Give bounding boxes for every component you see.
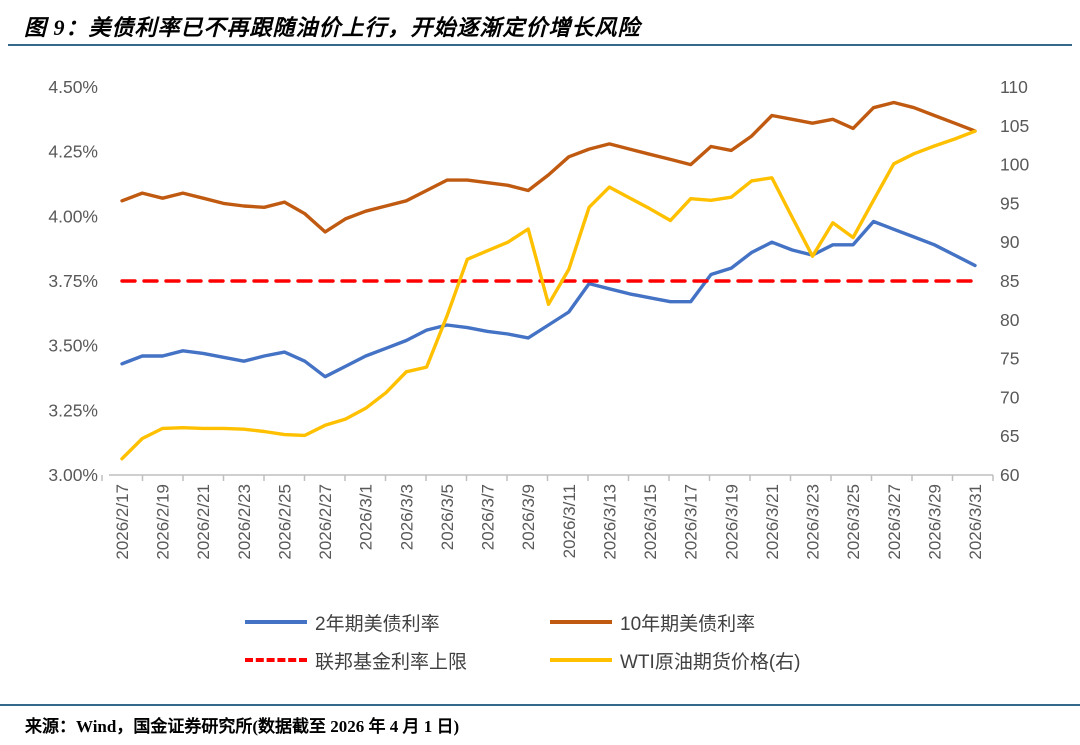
chart-legend: 2年期美债利率 10年期美债利率 联邦基金利率上限 WTI原油期货价格(右) bbox=[245, 610, 885, 673]
svg-text:2026/2/23: 2026/2/23 bbox=[235, 484, 254, 560]
svg-text:70: 70 bbox=[1000, 387, 1020, 407]
svg-text:2026/2/19: 2026/2/19 bbox=[154, 484, 173, 560]
svg-text:4.00%: 4.00% bbox=[48, 206, 98, 226]
legend-label-10y: 10年期美债利率 bbox=[620, 613, 756, 635]
svg-text:2026/3/31: 2026/3/31 bbox=[966, 484, 985, 560]
svg-text:2026/3/21: 2026/3/21 bbox=[763, 484, 782, 560]
svg-text:3.75%: 3.75% bbox=[48, 271, 98, 291]
svg-text:2026/3/7: 2026/3/7 bbox=[479, 484, 498, 550]
svg-text:4.50%: 4.50% bbox=[48, 77, 98, 97]
svg-text:2026/3/29: 2026/3/29 bbox=[925, 484, 944, 560]
svg-text:80: 80 bbox=[1000, 310, 1020, 330]
svg-text:2026/3/15: 2026/3/15 bbox=[641, 484, 660, 560]
legend-item-wti: WTI原油期货价格(右) bbox=[550, 648, 885, 673]
svg-text:85: 85 bbox=[1000, 271, 1019, 291]
svg-text:2026/3/5: 2026/3/5 bbox=[438, 484, 457, 550]
svg-text:3.50%: 3.50% bbox=[48, 336, 98, 356]
svg-text:4.25%: 4.25% bbox=[48, 142, 98, 162]
svg-text:2026/3/19: 2026/3/19 bbox=[722, 484, 741, 560]
svg-text:95: 95 bbox=[1000, 193, 1019, 213]
legend-item-10y: 10年期美债利率 bbox=[550, 610, 885, 635]
svg-text:100: 100 bbox=[1000, 155, 1029, 175]
legend-label-2y: 2年期美债利率 bbox=[315, 613, 440, 635]
svg-text:90: 90 bbox=[1000, 232, 1020, 252]
svg-text:2026/2/25: 2026/2/25 bbox=[275, 484, 294, 560]
svg-text:2026/3/3: 2026/3/3 bbox=[397, 484, 416, 550]
svg-text:3.00%: 3.00% bbox=[48, 465, 98, 485]
svg-text:2026/3/17: 2026/3/17 bbox=[682, 484, 701, 560]
footer-divider bbox=[0, 704, 1080, 706]
svg-text:2026/3/11: 2026/3/11 bbox=[560, 484, 579, 558]
svg-text:2026/3/25: 2026/3/25 bbox=[844, 484, 863, 560]
svg-text:2026/3/23: 2026/3/23 bbox=[804, 484, 823, 560]
source-note: 来源：Wind，国金证券研究所(数据截至 2026 年 4 月 1 日) bbox=[25, 717, 460, 736]
svg-text:2026/2/17: 2026/2/17 bbox=[113, 484, 132, 560]
svg-text:65: 65 bbox=[1000, 426, 1019, 446]
legend-swatch-wti-line bbox=[550, 658, 612, 662]
svg-text:105: 105 bbox=[1000, 116, 1029, 136]
legend-item-fed-funds: 联邦基金利率上限 bbox=[245, 648, 550, 673]
svg-text:2026/2/27: 2026/2/27 bbox=[316, 484, 335, 560]
svg-text:2026/3/9: 2026/3/9 bbox=[519, 484, 538, 550]
svg-text:2026/2/21: 2026/2/21 bbox=[194, 484, 213, 560]
svg-text:60: 60 bbox=[1000, 465, 1020, 485]
title-divider bbox=[8, 44, 1072, 46]
svg-text:2026/3/27: 2026/3/27 bbox=[885, 484, 904, 560]
svg-text:2026/3/13: 2026/3/13 bbox=[600, 484, 619, 560]
legend-item-2y: 2年期美债利率 bbox=[245, 610, 550, 635]
svg-text:3.25%: 3.25% bbox=[48, 400, 98, 420]
svg-text:75: 75 bbox=[1000, 349, 1019, 369]
svg-text:110: 110 bbox=[1000, 77, 1028, 97]
legend-swatch-fed-funds-dashed-line bbox=[245, 658, 307, 662]
legend-swatch-2y-line bbox=[245, 620, 307, 624]
legend-label-wti: WTI原油期货价格(右) bbox=[620, 651, 801, 673]
legend-label-fed-funds: 联邦基金利率上限 bbox=[315, 651, 468, 673]
figure-title: 图 9：美债利率已不再跟随油价上行，开始逐渐定价增长风险 bbox=[24, 15, 641, 40]
legend-swatch-10y-line bbox=[550, 620, 612, 624]
svg-text:2026/3/1: 2026/3/1 bbox=[357, 484, 376, 550]
